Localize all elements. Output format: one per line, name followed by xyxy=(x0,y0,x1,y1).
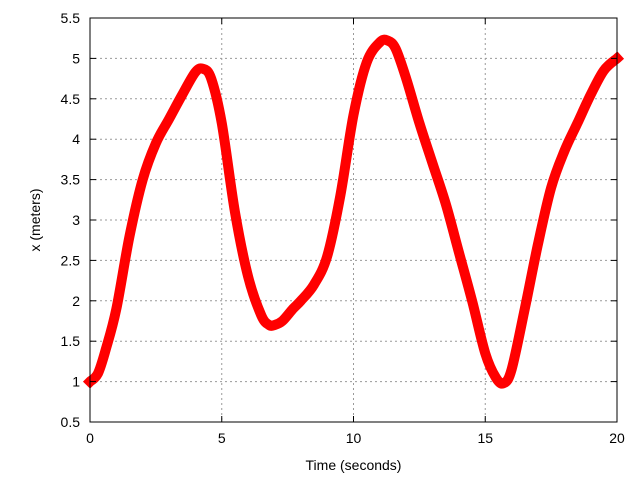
series-line xyxy=(82,34,625,389)
ticks: 0 5 10 15 20 0.5 1 1.5 2 2.5 3 3.5 4 4.5 5 5.5 xyxy=(61,10,625,446)
x-tick-label: 5 xyxy=(218,430,226,446)
y-tick-label: 5 xyxy=(72,50,80,66)
y-tick-label: 1.5 xyxy=(61,333,81,349)
y-tick-label: 1 xyxy=(72,374,80,390)
x-tick-label: 20 xyxy=(609,430,625,446)
y-tick-label: 0.5 xyxy=(61,414,81,430)
series-layer xyxy=(82,34,625,389)
y-tick-label: 3 xyxy=(72,212,80,228)
grid xyxy=(90,18,617,422)
x-tick-label: 15 xyxy=(477,430,493,446)
x-tick-label: 0 xyxy=(86,430,94,446)
y-axis-label: x (meters) xyxy=(27,189,43,252)
y-tick-label: 5.5 xyxy=(61,10,81,26)
x-tick-label: 10 xyxy=(346,430,362,446)
y-tick-label: 4.5 xyxy=(61,91,81,107)
x-axis-label: Time (seconds) xyxy=(306,457,402,473)
y-tick-label: 2 xyxy=(72,293,80,309)
y-tick-label: 2.5 xyxy=(61,252,81,268)
y-tick-label: 3.5 xyxy=(61,172,81,188)
y-tick-label: 4 xyxy=(72,131,80,147)
